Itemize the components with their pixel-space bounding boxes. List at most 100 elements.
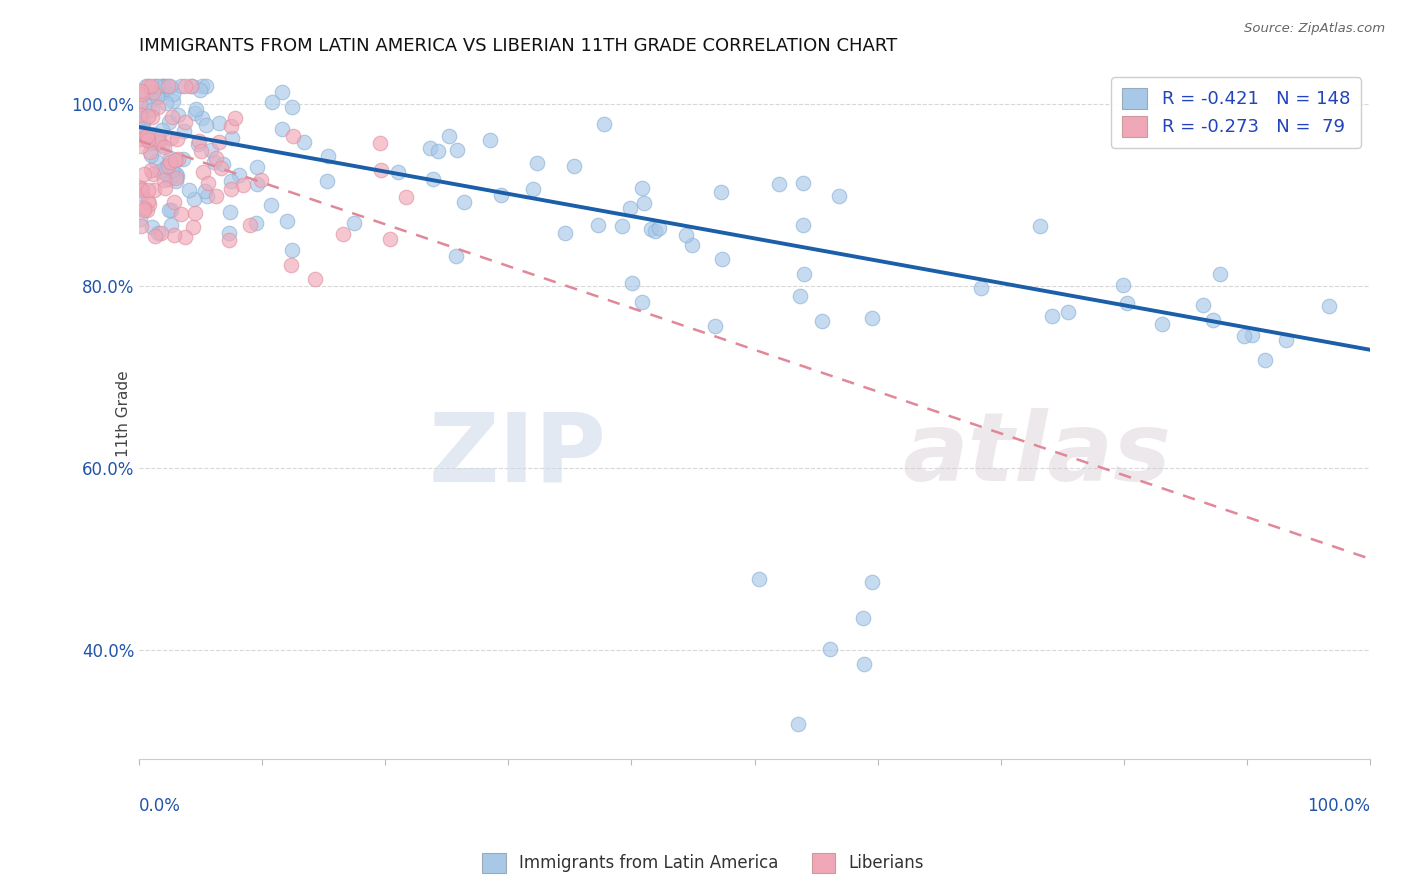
Point [132,125,155,139]
Point [191,165,214,179]
Point [131,186,153,201]
Point [155,79,177,94]
Point [245,216,267,230]
Point [165,174,187,188]
Point [141,103,163,118]
Text: 100.0%: 100.0% [1308,797,1369,814]
Point [184,102,207,116]
Point [860,574,883,589]
Point [188,134,211,148]
Point [1112,278,1135,293]
Point [146,88,169,103]
Point [526,156,548,170]
Point [135,85,157,99]
Point [131,106,153,120]
Point [173,79,195,94]
Point [281,129,304,144]
Point [174,229,197,244]
Point [159,155,181,169]
Point [768,178,790,192]
Point [633,196,655,211]
Point [159,152,181,166]
Point [218,233,240,247]
Point [276,213,298,227]
Point [218,226,240,240]
Point [129,181,152,195]
Point [1254,353,1277,368]
Point [395,190,418,204]
Point [177,182,200,196]
Point [149,86,172,100]
Point [852,657,875,672]
Point [146,136,169,151]
Point [160,110,183,124]
Point [316,149,339,163]
Point [281,244,304,258]
Point [136,131,159,145]
Point [197,176,219,190]
Point [190,111,212,125]
Point [437,129,460,144]
Point [129,126,152,140]
Point [1275,333,1298,347]
Point [620,277,643,291]
Point [138,98,160,112]
Point [675,227,697,242]
Point [135,79,157,94]
Point [370,163,392,178]
Point [146,132,169,146]
Point [860,311,883,326]
Point [190,144,212,158]
Point [136,129,159,144]
Point [453,194,475,209]
Point [141,79,163,94]
Point [134,201,156,215]
Point [141,219,163,234]
Point [332,227,354,241]
Point [818,641,841,656]
Point [368,136,391,151]
Point [136,183,159,197]
Point [129,107,152,121]
Text: 0.0%: 0.0% [139,797,181,814]
Point [710,185,733,199]
Point [153,140,176,154]
Point [619,202,641,216]
Point [156,159,179,173]
Point [205,151,228,165]
Point [139,162,162,177]
Point [200,143,222,157]
Point [316,173,339,187]
Point [208,116,231,130]
Point [143,79,166,94]
Point [387,165,409,179]
Point [681,238,703,252]
Point [1029,219,1052,234]
Point [181,219,204,234]
Point [157,203,180,218]
Point [194,119,217,133]
Y-axis label: 11th Grade: 11th Grade [115,370,131,457]
Point [145,153,167,168]
Point [141,110,163,124]
Point [224,112,246,126]
Point [648,220,671,235]
Point [1209,267,1232,281]
Point [162,87,184,102]
Point [280,258,302,272]
Point [157,172,180,186]
Point [444,249,467,263]
Point [184,206,207,220]
Point [246,177,269,191]
Point [136,194,159,208]
Point [150,138,173,153]
Point [156,79,179,94]
Point [205,189,228,203]
Point [478,133,501,147]
Point [152,173,174,187]
Point [1040,309,1063,323]
Point [489,188,512,202]
Point [271,122,294,136]
Point [631,181,654,195]
Text: Source: ZipAtlas.com: Source: ZipAtlas.com [1244,22,1385,36]
